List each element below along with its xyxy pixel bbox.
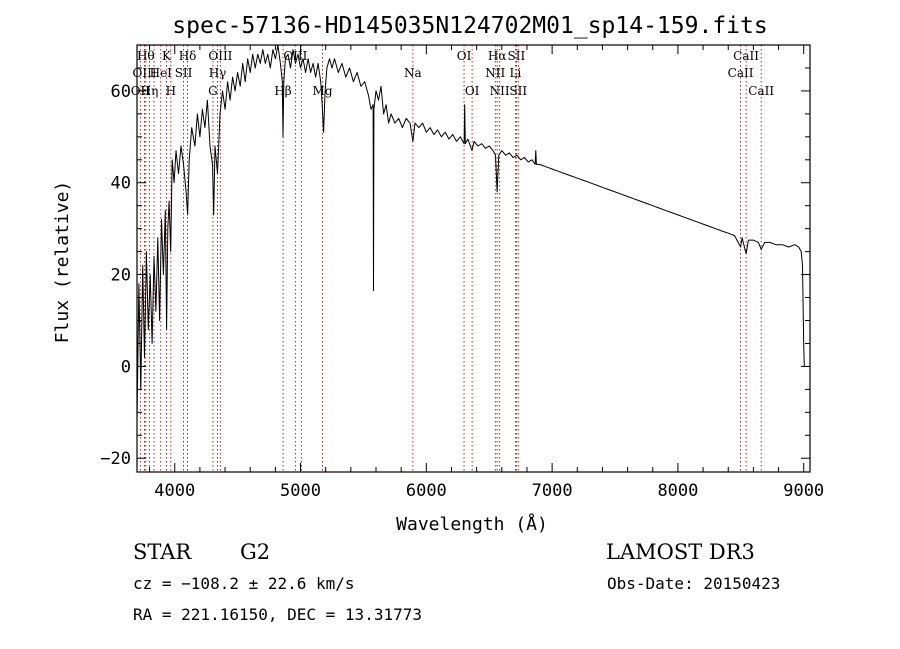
y-tick-label: 0 (121, 357, 131, 377)
object-class: STAR (133, 540, 192, 564)
line-marker-label: Hβ (274, 84, 291, 98)
x-tick-label: 9000 (783, 481, 824, 501)
line-marker-label: Mg (313, 84, 333, 98)
line-marker-label: K (162, 49, 172, 63)
line-marker-label: CaII (733, 49, 759, 63)
line-marker-label: SII (509, 84, 527, 98)
line-marker-label: OIII (208, 49, 232, 63)
axis-ticks: 4000 5000 6000 7000 8000 9000 −20 0 20 40 60 (100, 44, 824, 501)
y-tick-label: 20 (111, 266, 131, 286)
x-tick-label: 7000 (532, 481, 573, 501)
y-tick-label: 40 (111, 174, 131, 194)
line-marker-label: NII (490, 84, 510, 98)
line-marker-label: Hγ (209, 66, 227, 80)
line-marker-label: SII (508, 49, 526, 63)
spectrum-line (136, 44, 805, 422)
line-marker-label: HeI (150, 66, 173, 80)
line-marker-label: Li (509, 66, 521, 80)
x-axis-label: Wavelength (Å) (396, 513, 548, 535)
line-marker-label: G (208, 84, 218, 98)
chart-title: spec-57136-HD145035N124702M01_sp14-159.f… (172, 13, 767, 39)
line-marker-label: CaII (728, 66, 754, 80)
line-marker-layer: OIIOIIIHθHηHeIKHSIIHδGHγOIIIHβOIIIMgNaOI… (131, 45, 774, 472)
line-marker-label: NII (485, 66, 505, 80)
line-marker-label: Hθ (137, 49, 155, 63)
line-marker-label: Hα (488, 49, 507, 63)
x-tick-label: 8000 (657, 481, 698, 501)
y-axis-label: Flux (relative) (52, 181, 73, 344)
line-marker-label: H (166, 84, 176, 98)
x-tick-label: 6000 (406, 481, 447, 501)
series-layer (136, 44, 805, 422)
x-tick-label: 4000 (154, 481, 195, 501)
coordinates: RA = 221.16150, DEC = 13.31773 (133, 605, 422, 624)
y-tick-label: −20 (100, 449, 131, 469)
line-marker-label: Na (404, 66, 422, 80)
subclass: G2 (240, 540, 270, 564)
line-marker-label: Hδ (179, 49, 197, 63)
line-marker-label: OI (457, 49, 472, 63)
y-tick-label: 60 (111, 82, 131, 102)
line-marker-label: SII (175, 66, 193, 80)
line-marker-label: CaII (748, 84, 774, 98)
line-marker-label: OIII (133, 66, 157, 80)
redshift-text: cz = −108.2 ± 22.6 km/s (133, 574, 355, 593)
x-tick-label: 5000 (280, 481, 321, 501)
line-marker-label: OI (465, 84, 480, 98)
plot-frame (136, 44, 811, 473)
survey-name: LAMOST DR3 (606, 540, 755, 564)
obs-date: Obs-Date: 20150423 (607, 574, 780, 593)
